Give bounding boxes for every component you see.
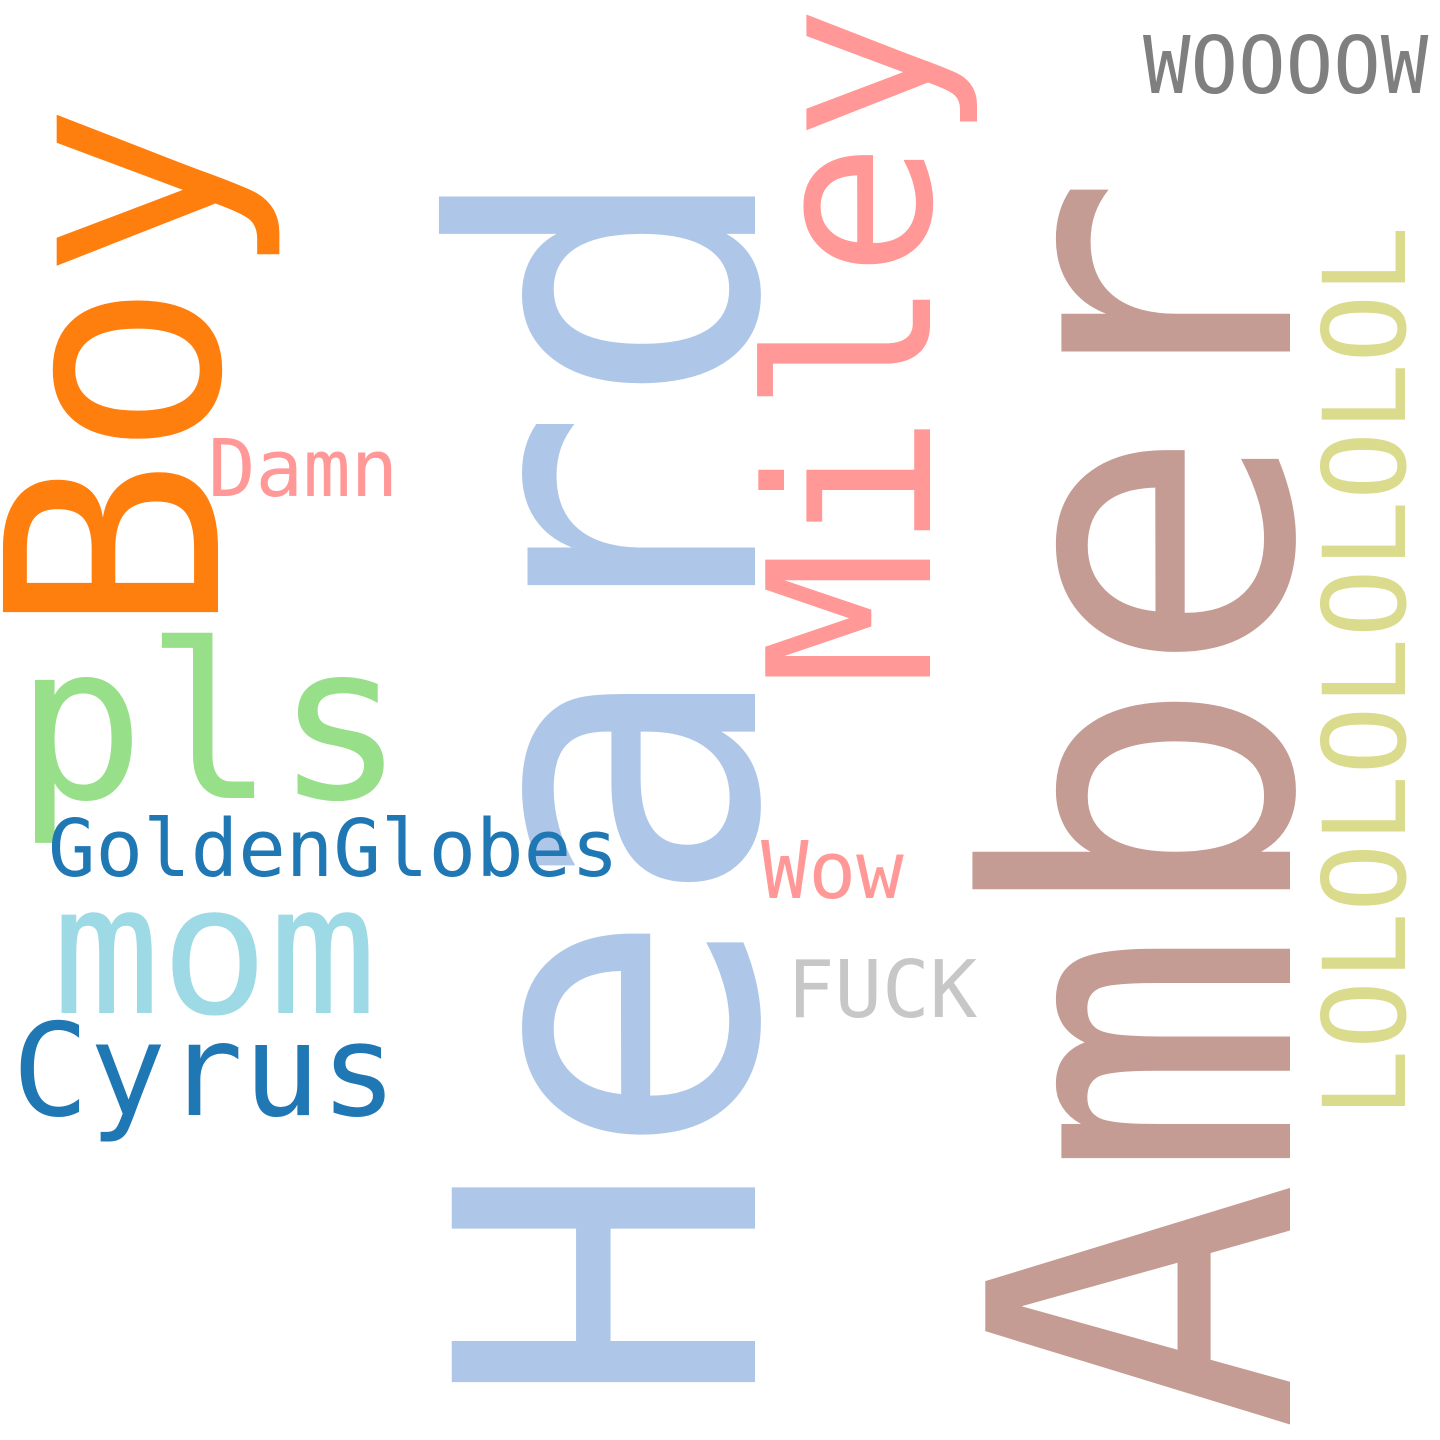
word-mom: mom (52, 847, 377, 1056)
word-amber: Amber (902, 174, 1389, 1432)
word-cyrus: Cyrus (12, 997, 397, 1146)
word-fuck: FUCK (787, 944, 978, 1036)
word-goldenglobes: GoldenGlobes (48, 803, 619, 895)
word-wow: Wow (761, 825, 904, 917)
word-miley: Miley (721, 6, 984, 686)
word-pls: pls (15, 598, 405, 849)
word-damn: Damn (208, 423, 398, 515)
word-wooooow: WOOOOW (1143, 20, 1429, 112)
word-lolololololol: LOLOLOLOLOLOL (1299, 226, 1432, 1118)
word-heard: Heard (370, 158, 854, 1410)
word-boy: Boy (0, 103, 288, 636)
